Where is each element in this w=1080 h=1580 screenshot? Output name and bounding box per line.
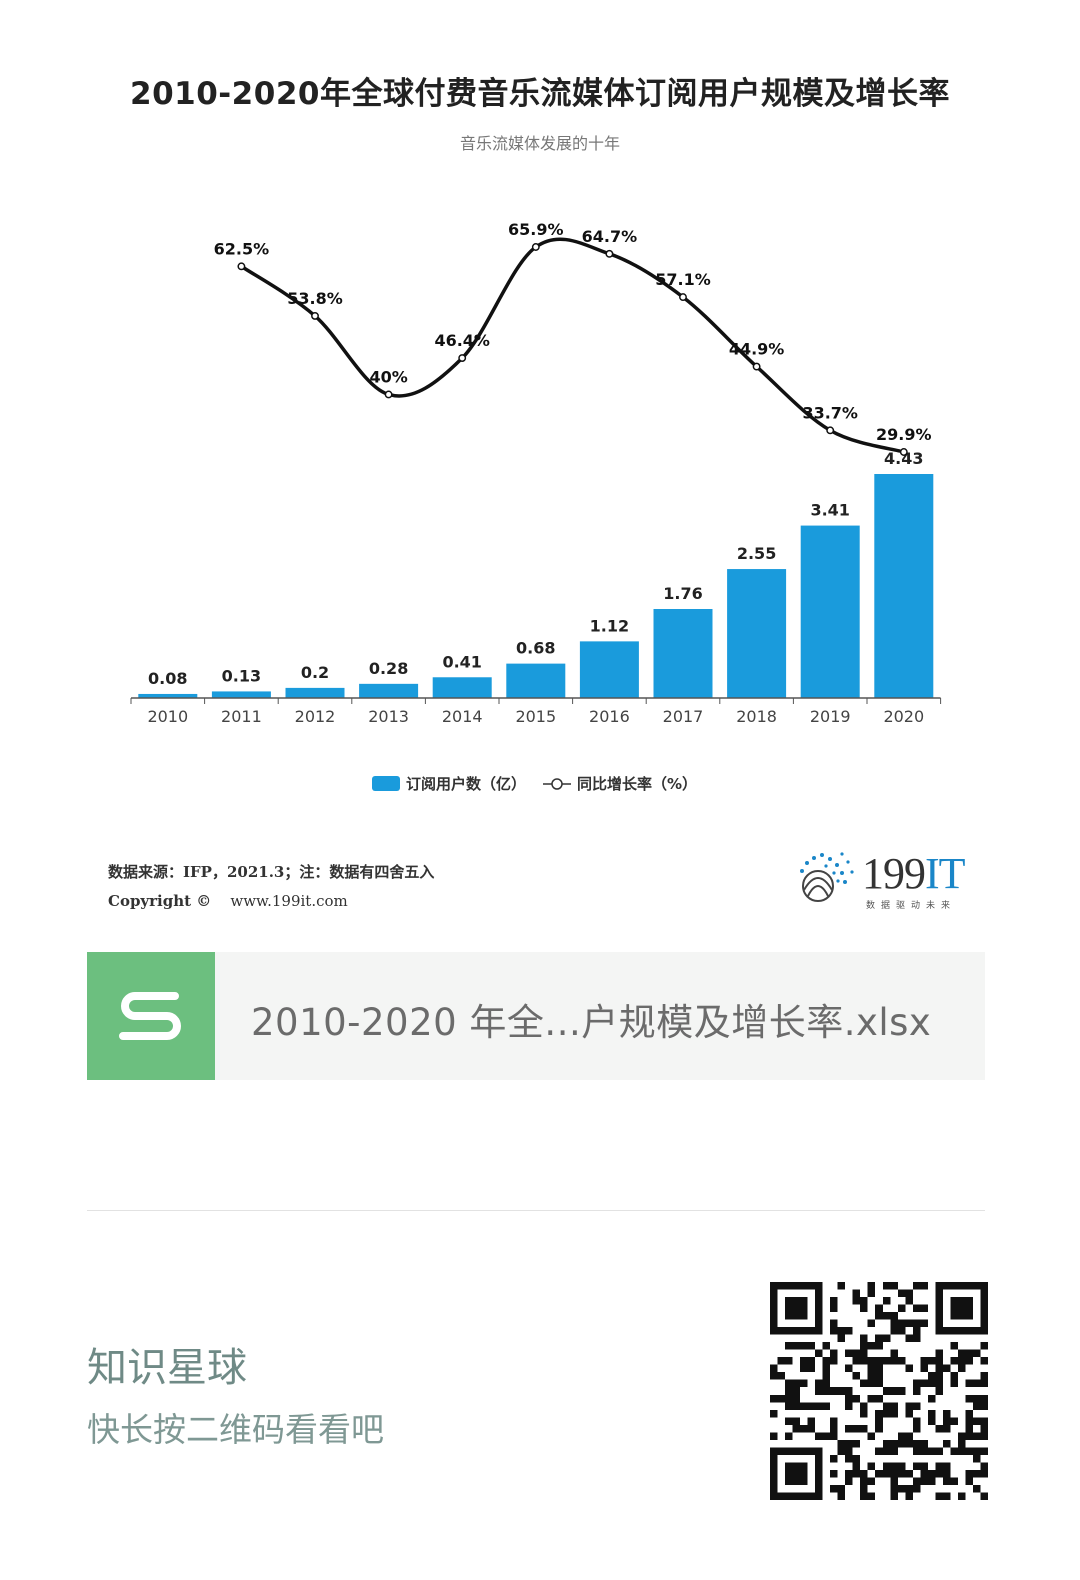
bar: [432, 677, 492, 698]
logo-text-num: 199: [862, 849, 926, 898]
source-note: 数据来源：IFP，2021.3；注：数据有四舍五入 Copyright © ww…: [108, 858, 434, 916]
line-point: [752, 362, 761, 371]
line-point: [531, 243, 540, 251]
divider: [87, 1210, 985, 1211]
bar: [874, 474, 934, 698]
logo-tagline: 数据驱动未来: [866, 901, 957, 911]
x-tick-label: 2014: [442, 707, 483, 726]
logo-text-it: IT: [925, 849, 966, 898]
logo-dandelion-icon: [800, 852, 854, 902]
x-tick-label: 2017: [663, 707, 704, 726]
footer-subtitle: 快长按二维码看看吧: [87, 1410, 384, 1449]
source-text: 数据来源：IFP，2021.3；注：数据有四舍五入: [108, 863, 435, 881]
line-point: [384, 390, 393, 399]
x-tick-label: 2011: [221, 707, 262, 726]
bar-value-label: 3.41: [810, 501, 849, 520]
file-attachment[interactable]: 2010-2020 年全...户规模及增长率.xlsx: [87, 952, 985, 1080]
bar-value-label: 0.41: [442, 652, 481, 671]
legend-bar-label: 订阅用户数（亿）: [406, 775, 526, 793]
qr-code[interactable]: [770, 1282, 988, 1500]
footer-title: 知识星球: [87, 1345, 247, 1391]
bar: [506, 663, 566, 698]
bar-value-label: 1.76: [663, 584, 702, 603]
line-point: [679, 293, 687, 302]
line-value-label: 44.9%: [729, 340, 785, 359]
chart-subtitle: 音乐流媒体发展的十年: [459, 134, 620, 153]
x-axis: 2010 2011 2012 2013 2014 2015 2016 2017 2018 2019…: [130, 697, 942, 726]
legend-bar-swatch: [372, 776, 400, 791]
copyright-text: Copyright ©: [108, 892, 212, 910]
chart-title: 2010-2020年全球付费音乐流媒体订阅用户规模及增长率: [130, 76, 950, 112]
line-value-label: 33.7%: [802, 403, 858, 422]
bar-value-label: 2.55: [737, 544, 776, 563]
bar: [800, 525, 860, 698]
line-point: [311, 311, 319, 320]
bar-value-label: 0.13: [222, 666, 261, 685]
growth-rate-line: [240, 237, 905, 454]
line-value-label: 57.1%: [655, 270, 711, 289]
source-url: www.199it.com: [230, 892, 348, 910]
bar-value-label: 1.12: [590, 616, 629, 635]
bar-value-label: 0.08: [148, 669, 187, 688]
line-point: [899, 448, 908, 456]
line-value-label: 40%: [369, 367, 407, 386]
bar: [359, 683, 419, 698]
bar: [211, 691, 271, 698]
x-tick-label: 2019: [810, 707, 851, 726]
line-value-label: 62.5%: [214, 239, 270, 258]
legend-line-label: 同比增长率（%）: [577, 775, 697, 793]
line-value-label: 46.4%: [434, 331, 490, 350]
x-tick-label: 2020: [883, 707, 924, 726]
line-series: 62.5% 53.8% 40% 46.4% 65.9% 64.7% 57.1% 44.9% 33…: [214, 220, 932, 456]
logo-199it: 199IT 数据驱动未来: [790, 846, 990, 916]
line-point: [458, 354, 467, 362]
x-tick-label: 2016: [589, 707, 630, 726]
bar-value-label: 0.68: [516, 639, 555, 658]
x-tick-label: 2012: [295, 707, 336, 726]
legend-line-marker: [551, 778, 563, 790]
bar: [579, 641, 639, 698]
file-name: 2010-2020 年全...户规模及增长率.xlsx: [251, 1001, 932, 1044]
chart: 0.08 0.13 0.2 0.28 0.41 0.68 1.12 1.76 2.55 3.41 4…: [130, 220, 942, 793]
spreadsheet-icon: [87, 952, 215, 1080]
line-value-label: 64.7%: [582, 227, 638, 246]
legend: 订阅用户数（亿） 同比增长率（%）: [372, 775, 697, 793]
bar: [653, 609, 713, 698]
line-point: [237, 262, 246, 271]
x-tick-label: 2015: [515, 707, 556, 726]
bar: [285, 687, 345, 698]
bar: [727, 569, 787, 698]
line-point: [605, 249, 614, 258]
x-tick-label: 2010: [147, 707, 188, 726]
line-value-label: 65.9%: [508, 220, 564, 239]
bar-value-label: 0.2: [301, 663, 329, 682]
bar-value-label: 4.43: [884, 449, 923, 468]
line-point: [826, 426, 835, 435]
bar-value-label: 0.28: [369, 659, 408, 678]
x-tick-label: 2013: [368, 707, 409, 726]
bar: [138, 693, 198, 698]
line-value-label: 53.8%: [287, 289, 343, 308]
line-value-label: 29.9%: [876, 425, 932, 444]
bar-series: 0.08 0.13 0.2 0.28 0.41 0.68 1.12 1.76 2.55 3.41 4…: [138, 449, 934, 698]
x-tick-label: 2018: [736, 707, 777, 726]
